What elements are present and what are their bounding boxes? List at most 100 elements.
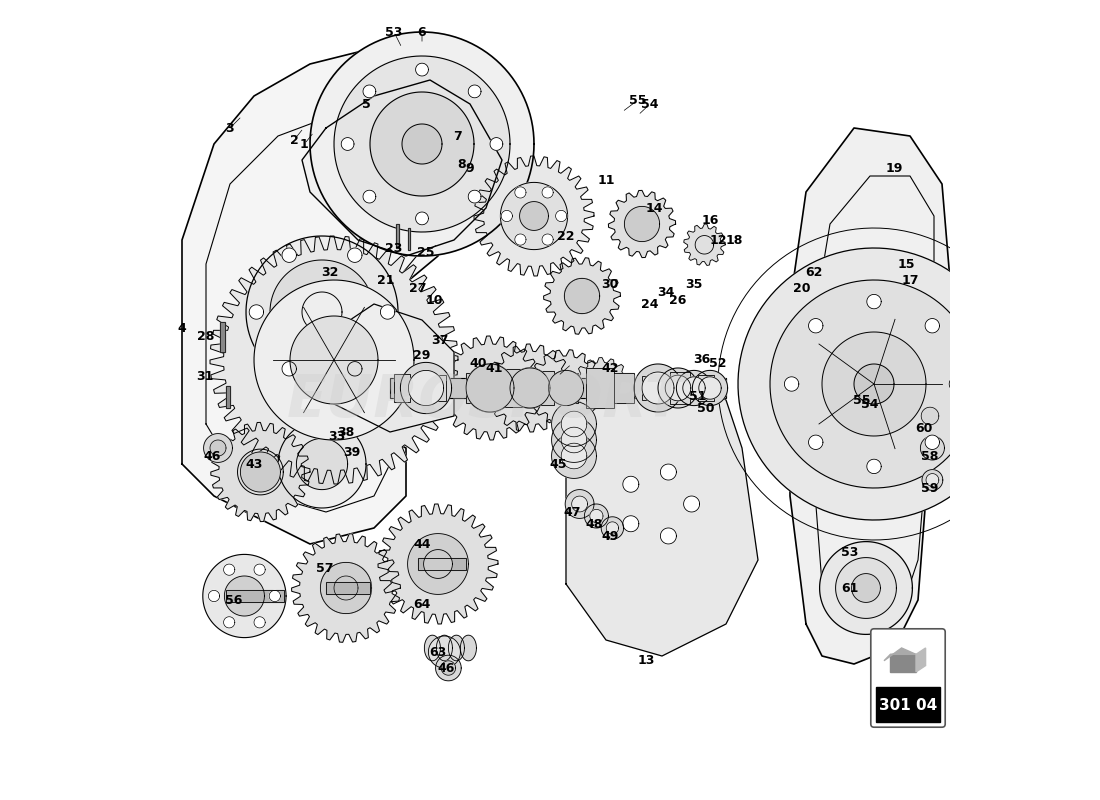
Polygon shape: [461, 635, 476, 661]
Polygon shape: [223, 564, 234, 575]
Text: 35: 35: [685, 278, 703, 290]
Polygon shape: [348, 248, 362, 262]
Bar: [614, 373, 634, 403]
Polygon shape: [292, 534, 400, 642]
Polygon shape: [424, 550, 452, 578]
Text: 18: 18: [725, 234, 742, 246]
Bar: [586, 368, 614, 408]
Polygon shape: [334, 56, 510, 232]
Polygon shape: [808, 435, 823, 450]
Bar: [396, 224, 399, 248]
Text: 5: 5: [362, 98, 371, 110]
Polygon shape: [254, 617, 265, 628]
Polygon shape: [551, 434, 596, 478]
Polygon shape: [278, 420, 366, 508]
Text: 24: 24: [641, 298, 659, 310]
Polygon shape: [606, 522, 618, 534]
Text: 6: 6: [418, 26, 427, 38]
Polygon shape: [341, 138, 354, 150]
Bar: [390, 378, 726, 398]
Text: 61: 61: [842, 582, 859, 594]
Polygon shape: [500, 182, 568, 250]
Polygon shape: [925, 318, 939, 333]
Text: 55: 55: [629, 94, 647, 106]
Text: 62: 62: [805, 266, 823, 278]
Polygon shape: [916, 648, 925, 672]
Polygon shape: [437, 635, 452, 661]
Polygon shape: [246, 236, 398, 388]
Text: 15: 15: [898, 258, 915, 270]
Bar: [396, 224, 399, 248]
Polygon shape: [867, 459, 881, 474]
Bar: [394, 374, 410, 402]
Polygon shape: [676, 370, 712, 406]
Polygon shape: [623, 476, 639, 492]
Bar: [408, 228, 410, 250]
Polygon shape: [466, 364, 514, 412]
Polygon shape: [416, 212, 428, 225]
Bar: [226, 590, 284, 602]
Text: 47: 47: [563, 506, 581, 518]
Bar: [418, 558, 466, 570]
Polygon shape: [378, 504, 498, 624]
Polygon shape: [320, 562, 372, 614]
Text: 14: 14: [646, 202, 662, 214]
Text: 7: 7: [453, 130, 462, 142]
Bar: [394, 374, 410, 402]
Text: 64: 64: [414, 598, 431, 610]
Text: 11: 11: [597, 174, 615, 186]
Polygon shape: [926, 474, 938, 486]
Polygon shape: [542, 234, 553, 245]
Polygon shape: [820, 542, 912, 634]
Bar: [220, 322, 225, 352]
Text: 53: 53: [842, 546, 859, 558]
Bar: [226, 590, 284, 602]
Text: 4: 4: [177, 322, 186, 334]
Polygon shape: [854, 364, 894, 404]
Polygon shape: [551, 418, 596, 462]
Bar: [698, 375, 714, 401]
Text: 20: 20: [793, 282, 811, 294]
Text: 23: 23: [385, 242, 403, 254]
Polygon shape: [561, 427, 586, 453]
Polygon shape: [370, 92, 474, 196]
Text: 58: 58: [922, 450, 938, 462]
Polygon shape: [400, 362, 452, 414]
Polygon shape: [564, 278, 600, 314]
Polygon shape: [474, 156, 594, 276]
Polygon shape: [584, 504, 608, 528]
Bar: [494, 369, 526, 407]
Text: 38: 38: [338, 426, 354, 438]
Bar: [558, 373, 578, 403]
Text: 42: 42: [602, 362, 618, 374]
Text: 57: 57: [316, 562, 333, 574]
Polygon shape: [438, 336, 542, 440]
Text: 44: 44: [414, 538, 431, 550]
Bar: [390, 378, 726, 398]
Polygon shape: [822, 332, 926, 436]
Polygon shape: [542, 187, 553, 198]
Polygon shape: [254, 280, 414, 440]
Text: 48: 48: [585, 518, 603, 530]
Polygon shape: [683, 377, 705, 399]
Bar: [326, 582, 370, 594]
Text: 55: 55: [854, 394, 871, 406]
Text: 33: 33: [328, 430, 345, 442]
Polygon shape: [449, 635, 464, 661]
Bar: [226, 386, 230, 408]
Bar: [418, 558, 466, 570]
Bar: [466, 373, 486, 403]
Text: 39: 39: [343, 446, 360, 458]
Polygon shape: [486, 344, 574, 432]
Polygon shape: [381, 305, 395, 319]
Polygon shape: [565, 490, 594, 518]
Polygon shape: [921, 436, 945, 460]
Bar: [408, 228, 410, 250]
Text: 12: 12: [710, 234, 727, 246]
Text: 43: 43: [245, 458, 263, 470]
Text: 46: 46: [438, 662, 454, 674]
Text: 26: 26: [669, 294, 686, 306]
Text: 25: 25: [417, 246, 434, 258]
Polygon shape: [836, 558, 896, 618]
Polygon shape: [210, 440, 225, 456]
